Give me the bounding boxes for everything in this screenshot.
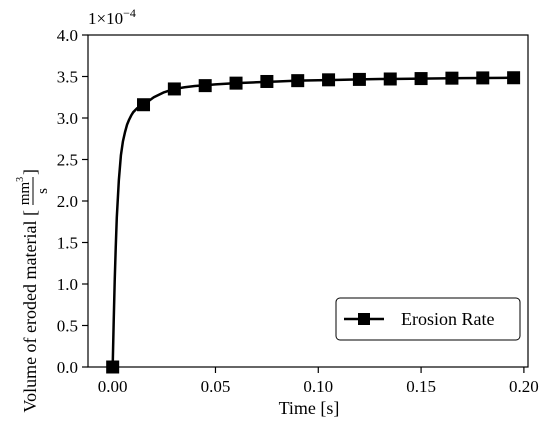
x-tick-label: 0.05	[201, 377, 231, 396]
data-point-erosion-rate	[352, 72, 366, 86]
legend: Erosion Rate	[335, 297, 521, 341]
data-point-erosion-rate	[383, 72, 397, 86]
y-tick-label: 2.5	[57, 151, 78, 170]
y-tick-label: 3.0	[57, 109, 78, 128]
data-point-erosion-rate	[198, 79, 212, 93]
legend-box	[335, 297, 521, 341]
plot-area	[106, 71, 521, 374]
y-axis-unit-denominator: s	[35, 188, 51, 194]
data-point-erosion-rate	[229, 76, 243, 90]
legend-label-erosion-rate: Erosion Rate	[401, 309, 494, 329]
data-point-erosion-rate	[414, 72, 428, 86]
y-tick-label: 4.0	[57, 26, 78, 45]
x-tick-label: 0.10	[303, 377, 333, 396]
data-point-erosion-rate	[291, 74, 305, 88]
x-axis-ticks: 0.00 0.05 0.10 0.15 0.20	[98, 367, 539, 396]
data-point-erosion-rate	[445, 71, 459, 85]
y-axis-title: Volume of eroded material [ mm3 s ]	[15, 169, 51, 413]
x-axis-title: Time [s]	[279, 398, 340, 418]
y-axis-title-text: Volume of eroded material [	[20, 210, 40, 413]
data-point-erosion-rate	[260, 74, 274, 88]
y-tick-label: 1.5	[57, 234, 78, 253]
y-tick-label: 0.5	[57, 317, 78, 336]
data-point-erosion-rate	[167, 82, 181, 96]
y-tick-label: 1.0	[57, 275, 78, 294]
y-axis-ticks: 0.0 0.5 1.0 1.5 2.0 2.5 3.0 3.5 4.0	[57, 26, 88, 377]
data-point-erosion-rate	[322, 73, 336, 87]
y-tick-label: 3.5	[57, 68, 78, 87]
series-line-erosion-rate	[111, 76, 514, 368]
x-tick-label: 0.20	[509, 377, 539, 396]
data-point-erosion-rate	[476, 71, 490, 85]
x-tick-label: 0.00	[98, 377, 128, 396]
y-axis-unit-numerator: mm3	[15, 177, 33, 205]
y-axis-title-close-bracket: ]	[20, 169, 40, 175]
plot-frame	[87, 34, 529, 368]
data-point-erosion-rate	[507, 71, 521, 85]
y-tick-label: 2.0	[57, 192, 78, 211]
data-point-erosion-rate	[137, 98, 151, 112]
x-tick-label: 0.15	[406, 377, 436, 396]
y-axis-scale-label: 1×10−4	[88, 6, 136, 28]
y-tick-label: 0.0	[57, 358, 78, 377]
legend-marker-erosion-rate	[358, 313, 370, 325]
